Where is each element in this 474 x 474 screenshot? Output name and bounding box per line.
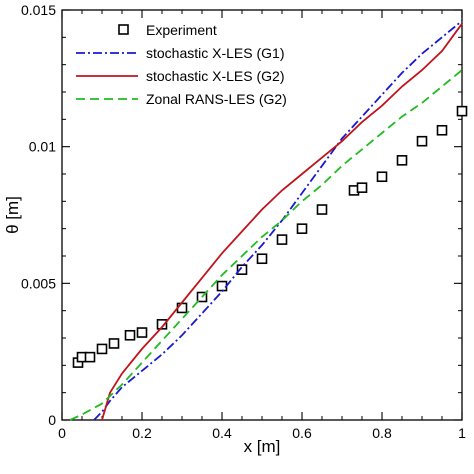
y-axis-label: θ [m] xyxy=(3,196,22,234)
experiment-marker xyxy=(236,264,248,275)
experiment-marker xyxy=(456,105,468,117)
legend: Experiment stochastic X-LES (G1) stochasti… xyxy=(76,22,287,107)
experiment-marker xyxy=(276,234,288,245)
experiment-marker xyxy=(356,182,368,193)
experiment-marker xyxy=(316,204,328,215)
x-tick-label: 0.2 xyxy=(132,425,152,441)
experiment-marker xyxy=(396,155,408,166)
x-tick-label: 0.4 xyxy=(212,425,232,441)
series-line-stochastic-x-les-g1 xyxy=(93,20,463,421)
legend-label: stochastic X-LES (G2) xyxy=(146,68,285,84)
legend-label: Zonal RANS-LES (G2) xyxy=(146,91,287,107)
experiment-marker xyxy=(256,253,268,265)
legend-marker-experiment xyxy=(118,24,129,35)
experiment-marker xyxy=(124,329,136,341)
x-tick-label: 0.8 xyxy=(372,425,392,441)
experiment-marker xyxy=(108,338,120,349)
legend-label: stochastic X-LES (G1) xyxy=(146,45,285,61)
x-tick-label: 0.6 xyxy=(292,425,312,441)
experiment-marker xyxy=(96,343,108,355)
experiment-marker xyxy=(156,319,168,330)
experiment-marker xyxy=(136,327,148,338)
experiment-marker xyxy=(176,302,188,314)
y-tick-label: 0.005 xyxy=(21,275,56,291)
x-tick-label: 1 xyxy=(458,425,466,441)
series-line-stochastic-x-les-g2 xyxy=(101,23,463,421)
experiment-marker xyxy=(436,124,448,136)
experiment-marker xyxy=(84,351,96,363)
series-line-zonal-rans-les-g2 xyxy=(69,69,463,421)
series-experiment xyxy=(72,105,468,368)
experiment-marker xyxy=(296,223,308,234)
experiment-marker xyxy=(376,171,388,183)
y-tick-label: 0.01 xyxy=(29,139,56,155)
y-tick-label: 0.015 xyxy=(21,2,56,18)
experiment-marker xyxy=(416,135,428,147)
x-axis-label: x [m] xyxy=(244,437,281,456)
y-tick-label: 0 xyxy=(48,412,56,428)
experiment-marker xyxy=(216,280,228,292)
legend-label: Experiment xyxy=(146,22,217,38)
x-tick-label: 0 xyxy=(58,425,66,441)
